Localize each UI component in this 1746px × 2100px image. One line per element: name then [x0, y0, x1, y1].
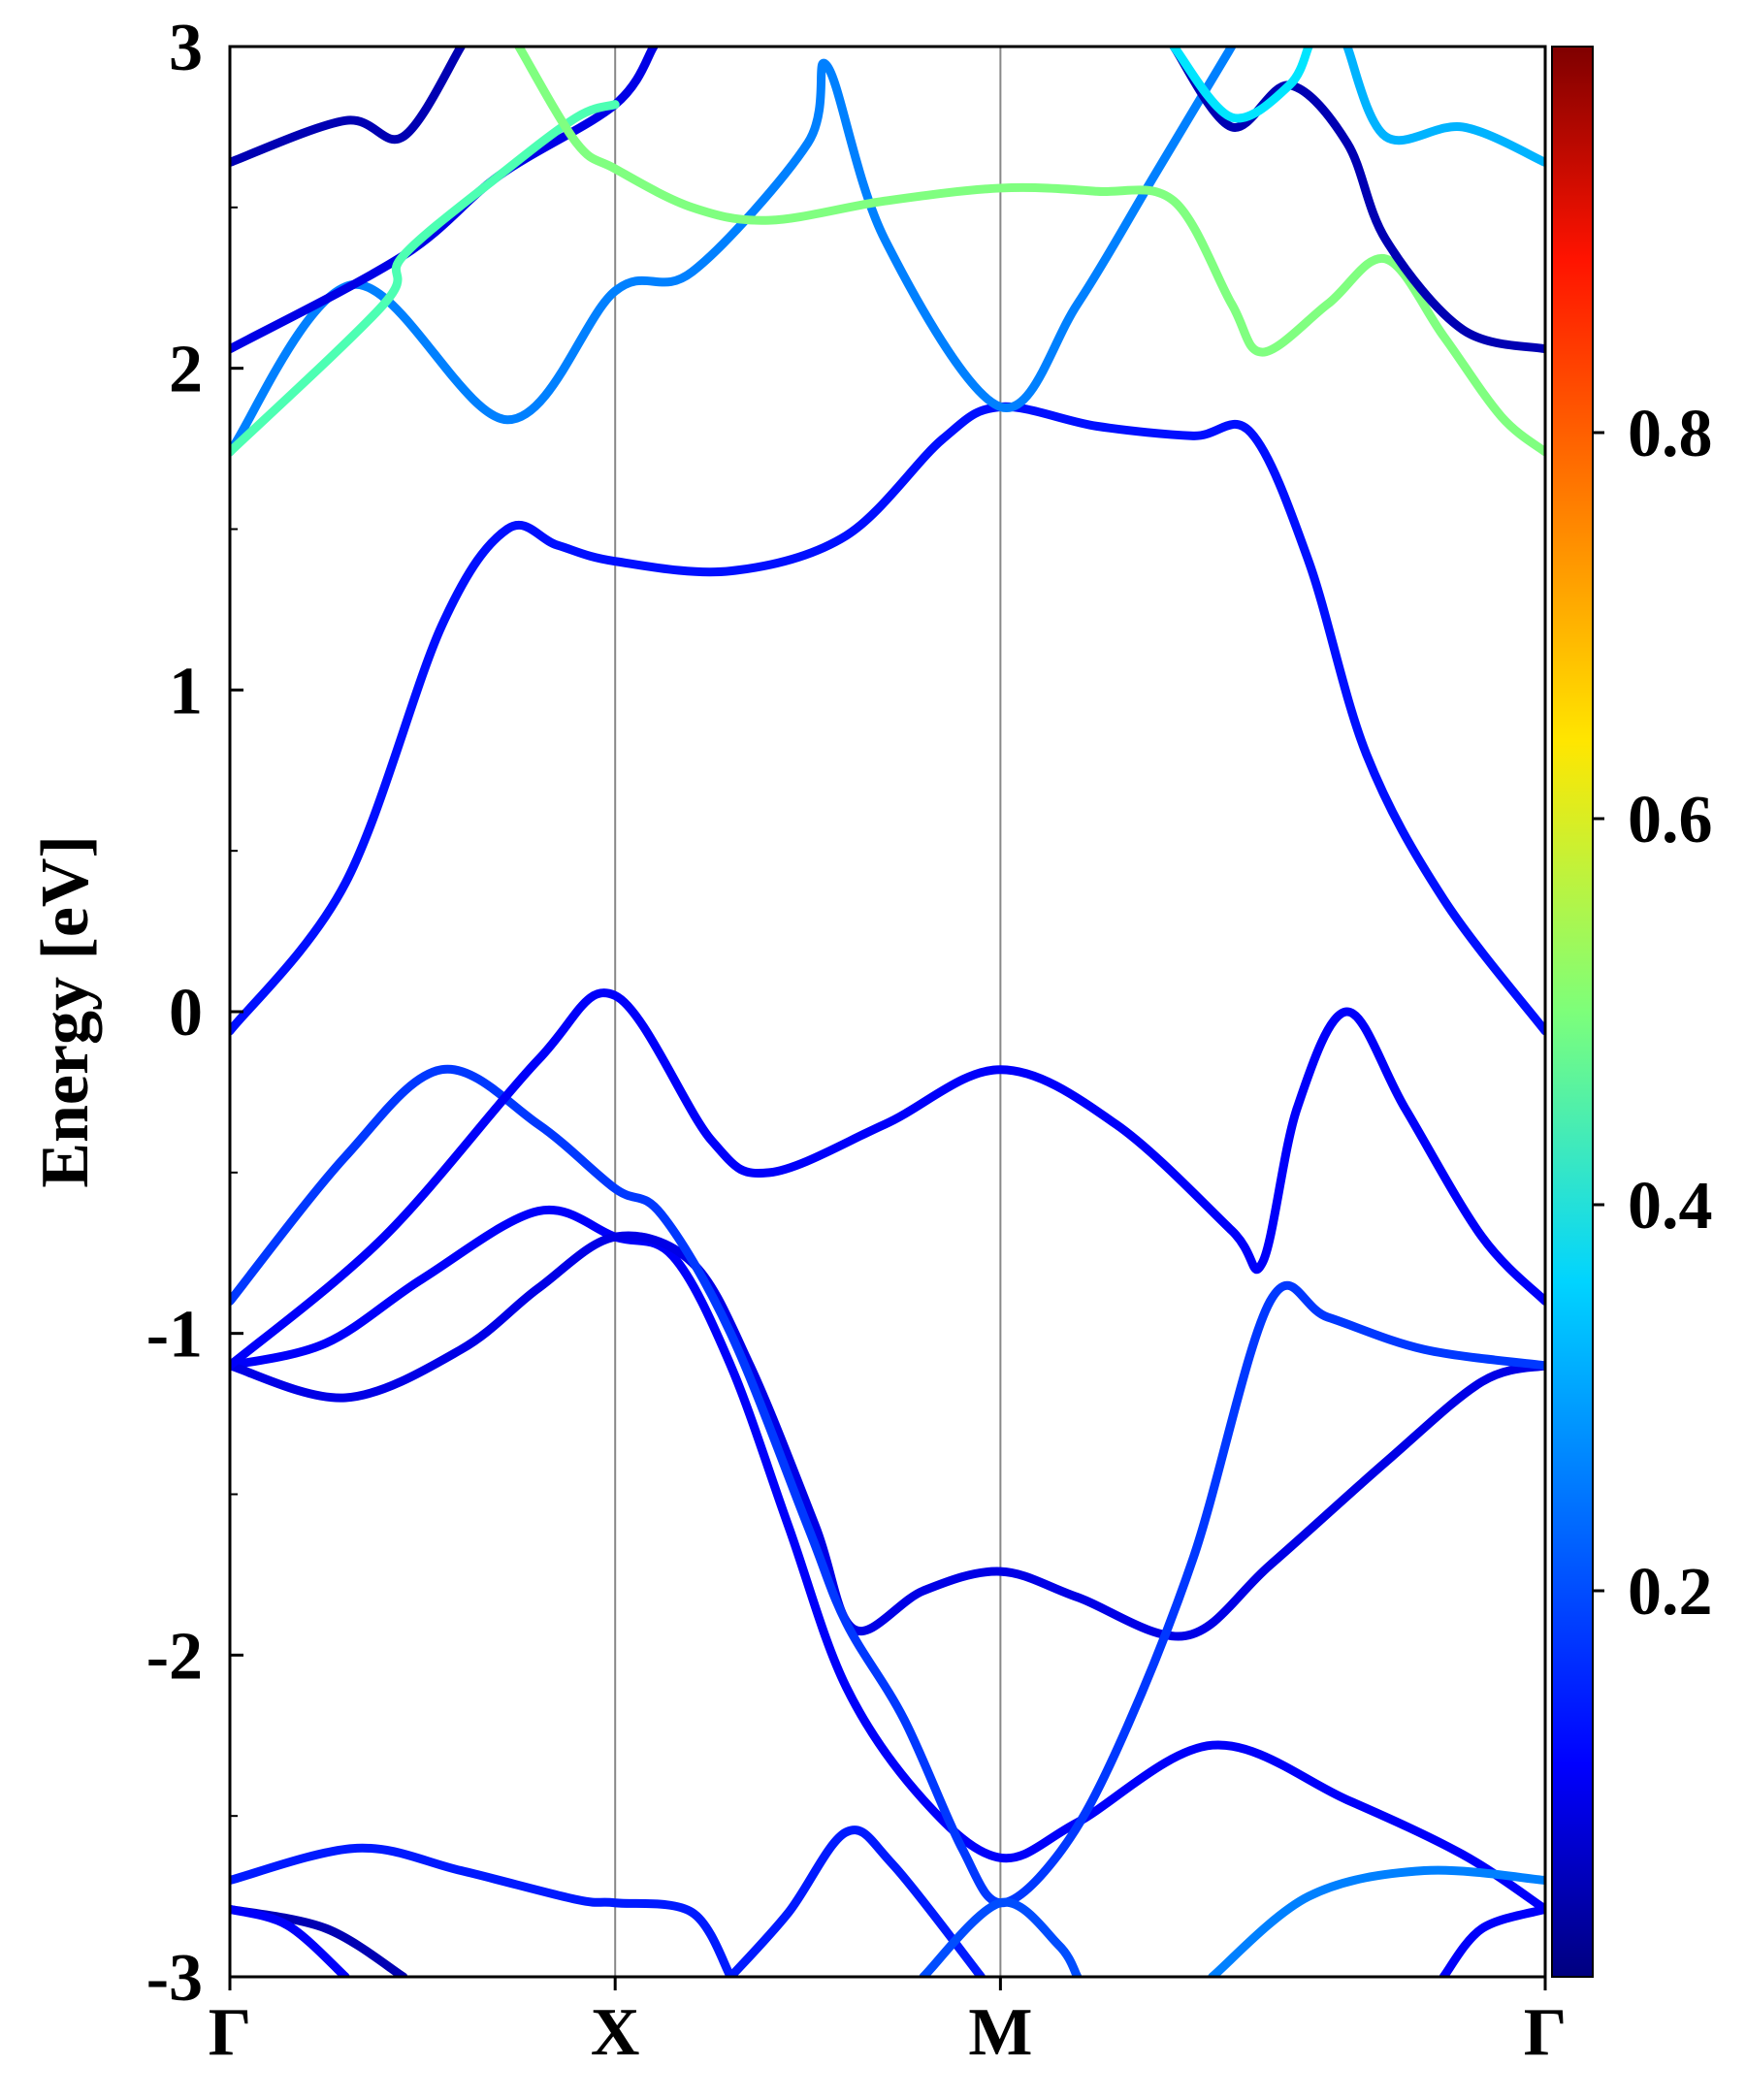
- colorbar-tick-label: 0.8: [1628, 397, 1713, 471]
- band-lines: [230, 47, 1545, 1977]
- band-line: [230, 1231, 1545, 1641]
- x-tick-label: Γ: [209, 1995, 252, 2070]
- band-line: [514, 47, 1545, 457]
- band-line: [1169, 47, 1313, 123]
- colorbar-tick-label: 0.2: [1628, 1555, 1713, 1630]
- y-tick-label: -3: [146, 1941, 203, 2016]
- band-line: [1169, 47, 1545, 354]
- band-line: [230, 100, 620, 457]
- band-line: [230, 47, 659, 354]
- x-tick-label: M: [968, 1995, 1032, 2070]
- x-tick-label: Γ: [1524, 1995, 1568, 2070]
- band-line: [726, 1825, 986, 1977]
- band-line: [230, 1205, 1545, 1914]
- y-tick-label: 1: [169, 654, 203, 728]
- band-line: [1439, 1904, 1545, 1977]
- band-line: [919, 1897, 1083, 1977]
- y-tick-label: -2: [146, 1619, 203, 1694]
- high-symmetry-lines: [614, 47, 1002, 1977]
- colorbar-tick-label: 0.4: [1628, 1169, 1713, 1244]
- band-line: [230, 402, 1545, 1036]
- band-line: [1342, 47, 1545, 167]
- y-axis-ticks: -3 -2 -1 0 1 2 3: [146, 11, 243, 2016]
- band-line: [230, 47, 1237, 457]
- x-tick-label: X: [591, 1995, 640, 2070]
- y-axis-label: Energy [eV]: [28, 835, 103, 1188]
- band-line: [230, 1843, 735, 1977]
- band-line: [230, 988, 1545, 1371]
- y-tick-label: -1: [146, 1298, 203, 1373]
- band-line: [230, 47, 466, 167]
- band-line: [230, 1904, 350, 1977]
- band-line: [1208, 1865, 1545, 1977]
- y-tick-label: 3: [169, 11, 203, 85]
- colorbar-ticks: 0.2 0.4 0.6 0.8: [1593, 397, 1713, 1630]
- y-tick-label: 0: [169, 976, 203, 1050]
- colorbar: [1551, 46, 1594, 1978]
- y-tick-label: 2: [169, 333, 203, 407]
- colorbar-tick-label: 0.6: [1628, 783, 1713, 857]
- band-line: [230, 1064, 1545, 1908]
